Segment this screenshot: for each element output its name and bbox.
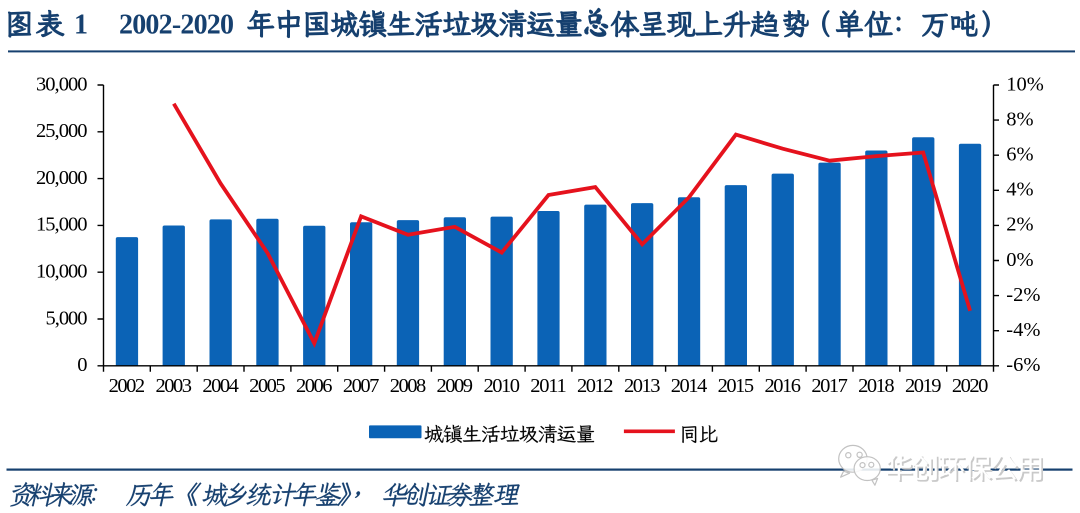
svg-text:-6%: -6% xyxy=(1006,354,1040,376)
svg-text:6%: 6% xyxy=(1006,144,1033,166)
svg-text:2015: 2015 xyxy=(718,375,755,397)
svg-text:0%: 0% xyxy=(1006,249,1033,271)
svg-text:2004: 2004 xyxy=(202,375,239,397)
svg-text:2002-2020: 2002-2020 xyxy=(119,10,234,41)
svg-text:2014: 2014 xyxy=(671,375,708,397)
svg-text:15,000: 15,000 xyxy=(36,214,88,236)
svg-text:2018: 2018 xyxy=(858,375,895,397)
svg-text:-4%: -4% xyxy=(1006,319,1040,341)
svg-text:2013: 2013 xyxy=(624,375,661,397)
svg-text:10,000: 10,000 xyxy=(36,261,88,283)
svg-text:2006: 2006 xyxy=(296,375,333,397)
svg-text:2007: 2007 xyxy=(343,375,380,397)
svg-text:8%: 8% xyxy=(1006,108,1033,130)
svg-text:2017: 2017 xyxy=(811,375,848,397)
svg-text:-2%: -2% xyxy=(1006,284,1040,306)
svg-text:0: 0 xyxy=(77,354,87,376)
svg-text:4%: 4% xyxy=(1006,179,1033,201)
svg-text:5,000: 5,000 xyxy=(46,307,88,329)
svg-text:2005: 2005 xyxy=(249,375,286,397)
svg-text:25,000: 25,000 xyxy=(36,120,88,142)
svg-text:2011: 2011 xyxy=(530,375,567,397)
svg-text:2020: 2020 xyxy=(952,375,989,397)
svg-text:2012: 2012 xyxy=(577,375,614,397)
svg-text:2%: 2% xyxy=(1006,214,1033,236)
svg-text:2016: 2016 xyxy=(764,375,801,397)
svg-text:2019: 2019 xyxy=(905,375,942,397)
svg-text:2010: 2010 xyxy=(483,375,520,397)
svg-text:2008: 2008 xyxy=(390,375,427,397)
svg-text:20,000: 20,000 xyxy=(36,167,88,189)
svg-text:2009: 2009 xyxy=(437,375,474,397)
svg-text:1: 1 xyxy=(74,10,88,41)
svg-text:2002: 2002 xyxy=(109,375,145,397)
svg-text:2003: 2003 xyxy=(156,375,193,397)
svg-text:30,000: 30,000 xyxy=(36,73,88,95)
svg-text:10%: 10% xyxy=(1006,73,1044,95)
